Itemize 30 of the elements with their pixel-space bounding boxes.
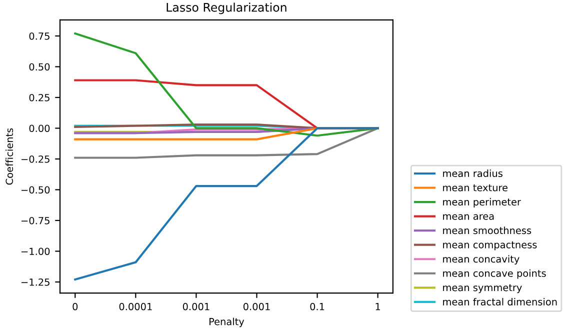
y-tick-label: −0.75 (22, 216, 50, 224)
legend-label: mean concavity (443, 255, 520, 265)
line-series (74, 127, 379, 281)
legend-label: mean radius (443, 170, 502, 178)
y-tick-label: 0.25 (29, 94, 50, 102)
x-tick-label: 0 (72, 302, 78, 310)
legend-label: mean texture (443, 184, 508, 192)
legend-label: mean concave points (443, 269, 546, 279)
y-tick-label: 0.75 (29, 32, 50, 40)
x-tick-label: 1 (376, 303, 380, 310)
y-tick-label: 0.50 (29, 63, 50, 71)
legend-label: mean compactness (443, 241, 537, 250)
legend-label: mean symmetry (443, 284, 522, 294)
x-tick-label: 0.001 (243, 302, 270, 310)
x-tick-label: 0.001 (182, 302, 210, 310)
y-tick-label: −1.00 (22, 248, 50, 256)
legend-label: mean smoothness (443, 226, 532, 234)
legend-label: mean fractal dimension (443, 298, 557, 306)
y-tick-label: −0.25 (22, 155, 50, 163)
x-tick-label: 0.1 (310, 302, 324, 310)
line-series (74, 127, 379, 159)
x-tick-label: 0.0001 (119, 302, 152, 310)
y-tick-label: −1.25 (22, 278, 50, 286)
y-tick-label: −0.50 (22, 186, 50, 194)
legend-label: mean perimeter (443, 198, 521, 208)
chart-title: Lasso Regularization (166, 2, 286, 14)
legend-label: mean area (443, 214, 494, 220)
x-axis-title: Penalty (209, 318, 244, 328)
y-axis-title: Coefficients (6, 128, 14, 185)
y-tick-label: 0.00 (29, 124, 50, 132)
